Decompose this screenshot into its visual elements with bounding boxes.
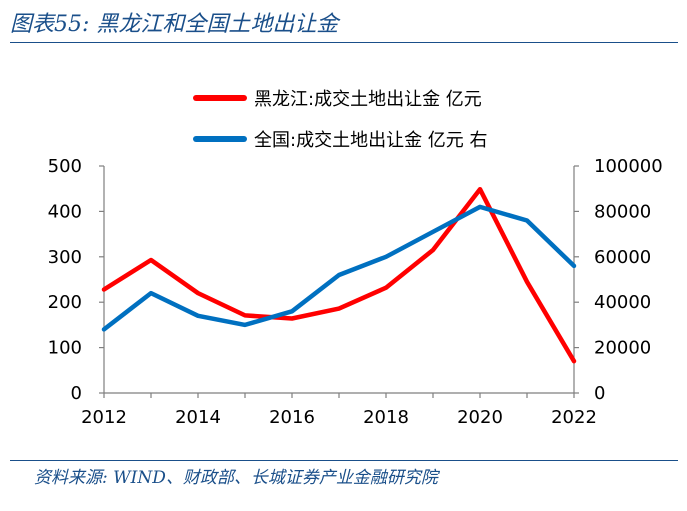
right-tick-label: 0 xyxy=(594,383,605,404)
right-tick-label: 40000 xyxy=(594,292,651,313)
x-tick-label: 2018 xyxy=(363,407,409,428)
legend: 黑龙江:成交土地出让金 亿元 全国:成交土地出让金 亿元 右 xyxy=(193,89,488,151)
x-tick-label: 2022 xyxy=(551,407,597,428)
x-tick-label: 2014 xyxy=(175,407,221,428)
left-tick-label: 300 xyxy=(48,247,82,268)
left-y-axis: 0 100 200 300 400 500 xyxy=(48,156,105,404)
series-layer xyxy=(101,186,577,364)
right-tick-label: 100000 xyxy=(594,156,663,177)
left-tick-label: 400 xyxy=(48,201,82,222)
series-line-heilongjiang xyxy=(101,186,577,364)
series-line-national xyxy=(101,204,577,332)
left-tick-label: 500 xyxy=(48,156,82,177)
source-rule xyxy=(10,460,678,461)
x-tick-label: 2020 xyxy=(457,407,503,428)
x-tick-label: 2016 xyxy=(269,407,315,428)
right-tick-label: 60000 xyxy=(594,247,651,268)
left-tick-label: 0 xyxy=(71,383,82,404)
line-chart: 0 100 200 300 400 500 0 20000 40000 60000 80000 10… xyxy=(48,89,663,428)
x-tick-label: 2012 xyxy=(81,407,127,428)
source-note: 资料来源: WIND、财政部、长城证券产业金融研究院 xyxy=(34,468,438,488)
right-y-axis: 0 20000 40000 60000 80000 100000 xyxy=(573,156,663,404)
x-axis: 2012 2014 2016 2018 2020 2022 xyxy=(81,392,597,428)
title-rule xyxy=(10,42,678,43)
left-tick-label: 100 xyxy=(48,338,82,359)
figure-title: 图表55: 黑龙江和全国土地出让金 xyxy=(10,12,339,37)
right-tick-label: 20000 xyxy=(594,338,651,359)
legend-label-heilongjiang: 黑龙江:成交土地出让金 亿元 xyxy=(254,89,482,110)
left-tick-label: 200 xyxy=(48,292,82,313)
legend-label-national: 全国:成交土地出让金 亿元 右 xyxy=(254,130,488,151)
right-tick-label: 80000 xyxy=(594,201,651,222)
